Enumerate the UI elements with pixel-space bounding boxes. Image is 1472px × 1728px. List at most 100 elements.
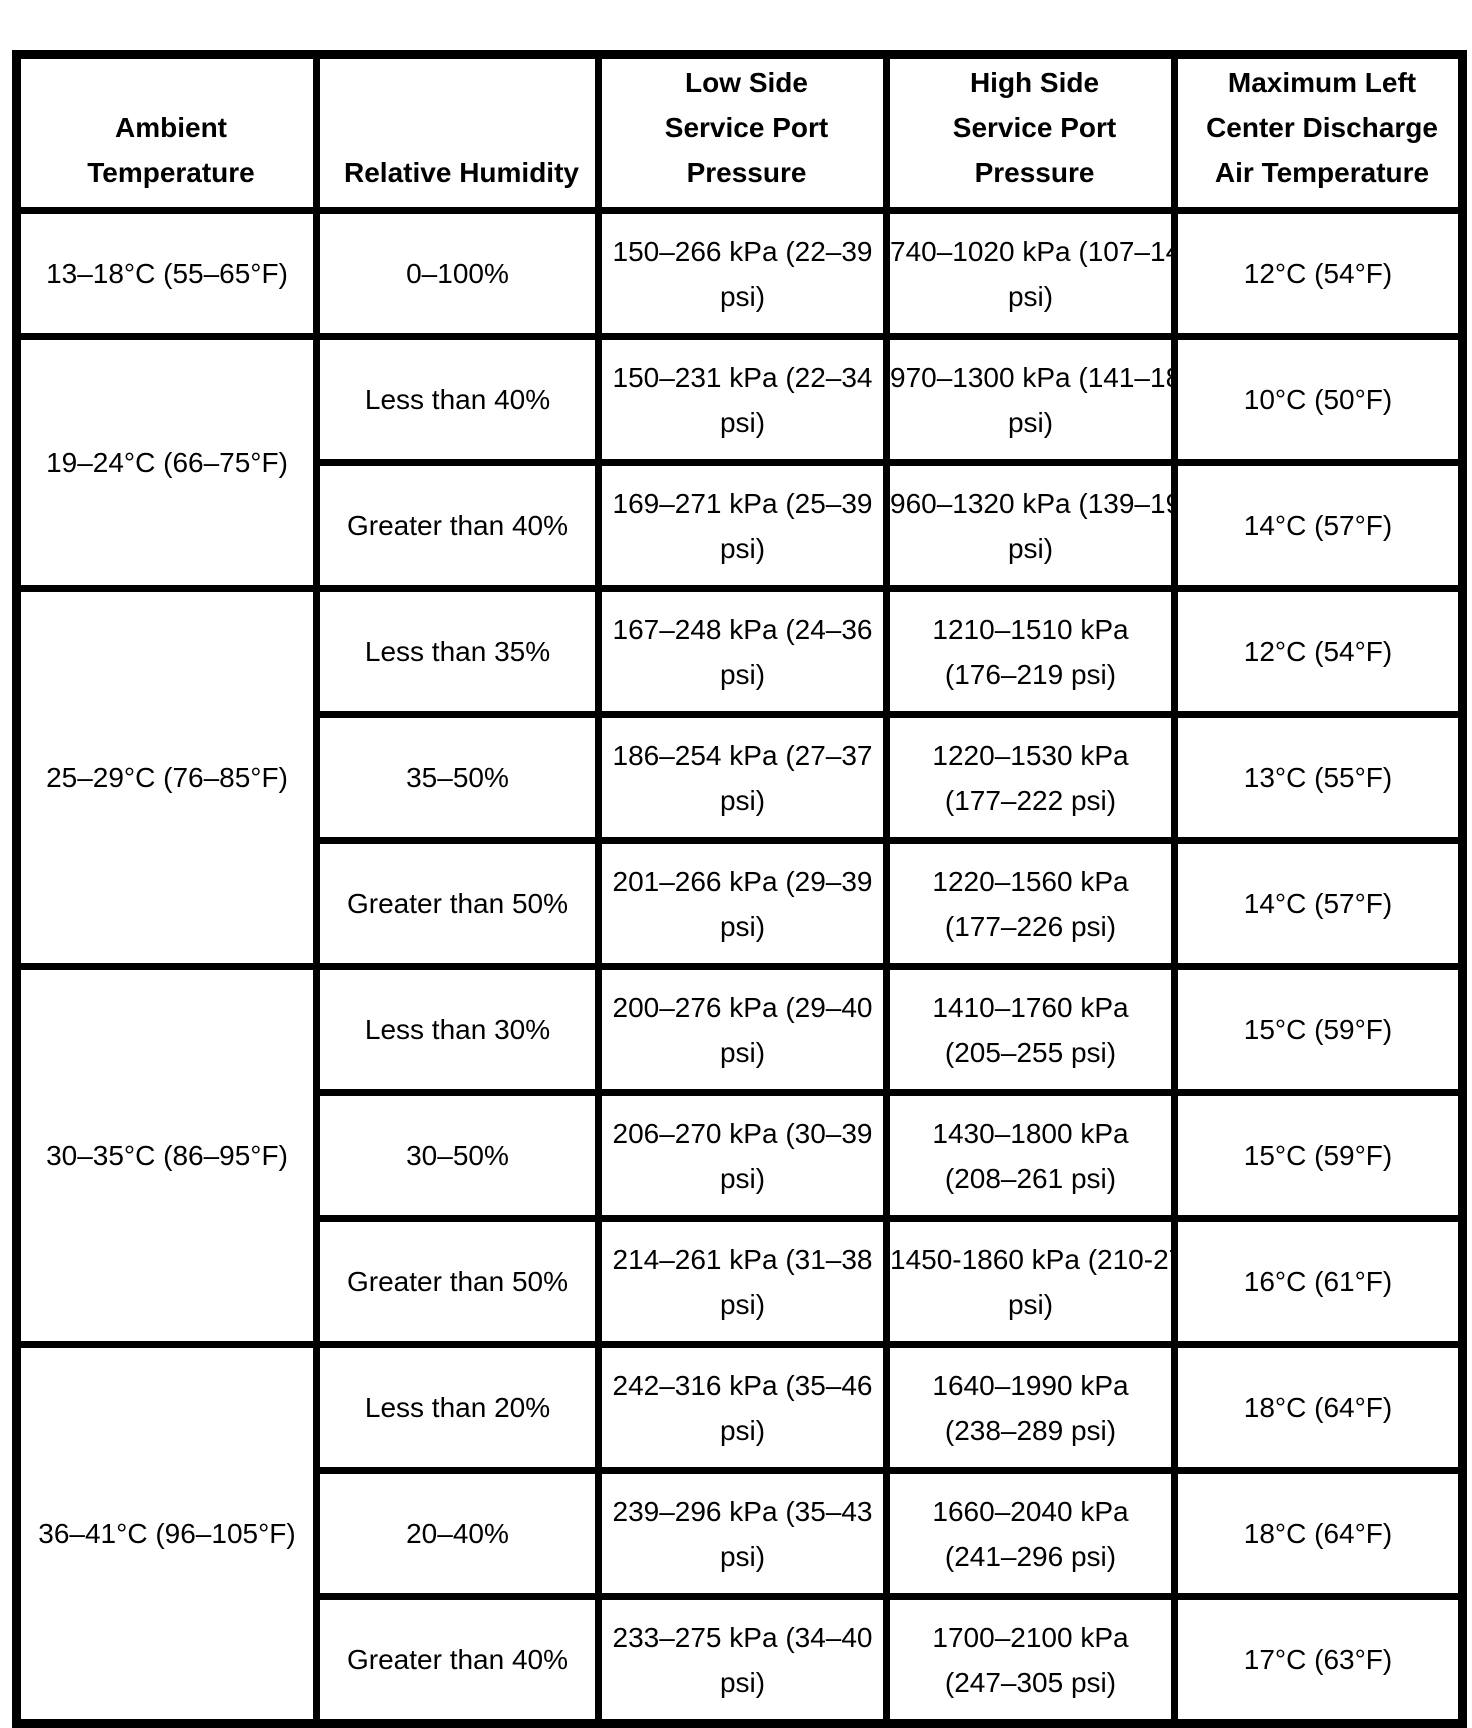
text-line: 167–248 kPa (24–36 [612, 613, 873, 645]
table-row: 25–29°C (76–85°F) Less than 35% 167–248 kP… [13, 585, 1466, 970]
low-side-pressure-cell: 242–316 kPa (35–46 psi) [595, 1341, 890, 1474]
high-side-pressure-cell-content: 740–1020 kPa (107–14 psi) [890, 229, 1171, 319]
text-line: 1640–1990 kPa [932, 1369, 1129, 1401]
discharge-air-temp-cell: 15°C (59°F) [1171, 963, 1466, 1096]
high-side-pressure-cell-content: 1700–2100 kPa (247–305 psi) [890, 1615, 1171, 1705]
column-header-humidity-content: Relative Humidity [320, 150, 603, 207]
high-side-pressure-cell-content: 1410–1760 kPa (205–255 psi) [890, 985, 1171, 1075]
relative-humidity-cell-content: 20–40% [320, 1511, 595, 1556]
low-side-pressure-cell-content: 233–275 kPa (34–40 psi) [602, 1615, 883, 1705]
high-side-pressure-cell: 1220–1530 kPa (177–222 psi) [883, 711, 1178, 844]
relative-humidity-cell: 30–50% [313, 1089, 602, 1222]
relative-humidity-cell: Less than 30% [313, 963, 602, 1096]
table-row: 35–50% 186–254 kPa (27–37 psi) 1220–1530 kP… [17, 711, 1466, 844]
table-row: Greater than 50% 201–266 kPa (29–39 psi) 12… [17, 837, 1466, 970]
text-line: (176–219 psi) [944, 658, 1117, 690]
text-line: 1410–1760 kPa [932, 991, 1129, 1023]
text-line: 25–29°C (76–85°F) [46, 762, 288, 793]
low-side-pressure-cell-content: 167–248 kPa (24–36 psi) [602, 607, 883, 697]
text-line: psi) [1007, 1288, 1054, 1320]
relative-humidity-cell: 20–40% [313, 1467, 602, 1600]
text-line: 214–261 kPa (31–38 [612, 1243, 873, 1275]
text-line: 10°C (50°F) [1243, 384, 1393, 415]
low-side-pressure-cell: 150–231 kPa (22–34 psi) [595, 333, 890, 466]
text-line: 201–266 kPa (29–39 [612, 865, 873, 897]
text-line: 206–270 kPa (30–39 [612, 1117, 873, 1149]
high-side-pressure-cell: 970–1300 kPa (141–18 psi) [883, 333, 1178, 466]
low-side-pressure-cell-content: 214–261 kPa (31–38 psi) [602, 1237, 883, 1327]
discharge-air-temp-cell-content: 16°C (61°F) [1178, 1259, 1458, 1304]
high-side-pressure-cell-content: 1640–1990 kPa (238–289 psi) [890, 1363, 1171, 1453]
low-side-pressure-cell: 186–254 kPa (27–37 psi) [595, 711, 890, 844]
discharge-air-temp-cell: 18°C (64°F) [1171, 1467, 1466, 1600]
text-line: 233–275 kPa (34–40 [612, 1621, 873, 1653]
low-side-pressure-cell: 214–261 kPa (31–38 psi) [595, 1215, 890, 1348]
text-line: psi) [1007, 532, 1054, 564]
text-line: Relative Humidity [344, 157, 579, 188]
text-line: 1220–1530 kPa [932, 739, 1129, 771]
relative-humidity-cell-content: 35–50% [320, 755, 595, 800]
text-line: High Side [969, 67, 1100, 98]
discharge-air-temp-cell: 12°C (54°F) [1171, 585, 1466, 718]
text-line: 30–50% [406, 1140, 509, 1171]
discharge-air-temp-cell-content: 10°C (50°F) [1178, 377, 1458, 422]
discharge-air-temp-cell-content: 13°C (55°F) [1178, 755, 1458, 800]
text-line: 1210–1510 kPa [932, 613, 1129, 645]
text-line: psi) [719, 910, 766, 942]
table-row: 36–41°C (96–105°F) Less than 20% 242–316 k… [13, 1341, 1466, 1727]
table-row: 20–40% 239–296 kPa (35–43 psi) 1660–2040 kP… [17, 1467, 1466, 1600]
ambient-temperature-cell-content: 25–29°C (76–85°F) [21, 755, 313, 800]
text-line: Ambient [115, 112, 227, 143]
text-line: Greater than 50% [346, 888, 569, 919]
high-side-pressure-cell-content: 1430–1800 kPa (208–261 psi) [890, 1111, 1171, 1201]
text-line: Air Temperature [1214, 157, 1430, 188]
low-side-pressure-cell-content: 150–231 kPa (22–34 psi) [602, 355, 883, 445]
high-side-pressure-cell: 1210–1510 kPa (176–219 psi) [883, 585, 1178, 718]
text-line: 1430–1800 kPa [932, 1117, 1129, 1149]
low-side-pressure-cell-content: 239–296 kPa (35–43 psi) [602, 1489, 883, 1579]
ambient-temperature-cell-content: 30–35°C (86–95°F) [21, 1133, 313, 1178]
text-line: (241–296 psi) [944, 1540, 1117, 1572]
high-side-pressure-cell-content: 1220–1530 kPa (177–222 psi) [890, 733, 1171, 823]
text-line: psi) [719, 280, 766, 312]
ambient-temperature-cell: 19–24°C (66–75°F) [13, 333, 320, 592]
discharge-air-temp-cell-content: 12°C (54°F) [1178, 629, 1458, 674]
discharge-air-temp-cell: 14°C (57°F) [1171, 837, 1466, 970]
text-line: 20–40% [406, 1518, 509, 1549]
relative-humidity-cell-content: 0–100% [320, 251, 595, 296]
low-side-pressure-cell-content: 242–316 kPa (35–46 psi) [602, 1363, 883, 1453]
high-side-pressure-cell-content: 960–1320 kPa (139–19 psi) [890, 481, 1171, 571]
text-line: Less than 40% [364, 384, 551, 415]
text-line: Less than 30% [364, 1014, 551, 1045]
relative-humidity-cell: Less than 20% [313, 1341, 602, 1474]
text-line: (247–305 psi) [944, 1666, 1117, 1698]
discharge-air-temp-cell-content: 15°C (59°F) [1178, 1133, 1458, 1178]
discharge-air-temp-cell-content: 15°C (59°F) [1178, 1007, 1458, 1052]
text-line: 1220–1560 kPa [932, 865, 1129, 897]
discharge-air-temp-cell-content: 14°C (57°F) [1178, 503, 1458, 548]
discharge-air-temp-cell: 17°C (63°F) [1171, 1593, 1466, 1727]
text-line: 15°C (59°F) [1243, 1140, 1393, 1171]
discharge-air-temp-cell-content: 17°C (63°F) [1178, 1637, 1458, 1682]
text-line: 35–50% [406, 762, 509, 793]
text-line: psi) [719, 406, 766, 438]
high-side-pressure-cell-content: 1210–1510 kPa (176–219 psi) [890, 607, 1171, 697]
discharge-air-temp-cell-content: 18°C (64°F) [1178, 1511, 1458, 1556]
relative-humidity-cell: Less than 40% [313, 333, 602, 466]
text-line: psi) [719, 784, 766, 816]
relative-humidity-cell: 35–50% [313, 711, 602, 844]
text-line: psi) [1007, 280, 1054, 312]
column-header-high-content: High Side Service Port Pressure [890, 60, 1179, 207]
text-line: Temperature [87, 157, 255, 188]
low-side-pressure-cell-content: 206–270 kPa (30–39 psi) [602, 1111, 883, 1201]
text-line: psi) [719, 532, 766, 564]
ambient-temperature-cell: 30–35°C (86–95°F) [13, 963, 320, 1348]
ambient-temperature-cell: 36–41°C (96–105°F) [13, 1341, 320, 1727]
text-line: Center Discharge [1206, 112, 1438, 143]
discharge-air-temp-cell: 18°C (64°F) [1171, 1341, 1466, 1474]
text-line: 150–231 kPa (22–34 [612, 361, 873, 393]
ambient-temperature-cell: 13–18°C (55–65°F) [13, 207, 320, 340]
text-line: 36–41°C (96–105°F) [38, 1518, 296, 1549]
text-line: (177–226 psi) [944, 910, 1117, 942]
low-side-pressure-cell: 169–271 kPa (25–39 psi) [595, 459, 890, 592]
